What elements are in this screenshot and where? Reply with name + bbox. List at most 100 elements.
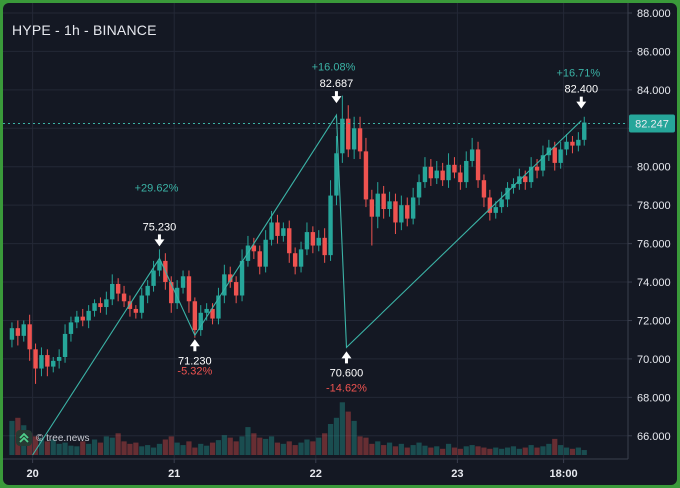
y-tick-label: 84.000 <box>637 85 671 97</box>
double-chevron-up-icon <box>16 430 32 446</box>
pivot-label: 75.230 <box>143 221 177 233</box>
volume-bar <box>475 446 481 455</box>
candle <box>322 237 327 256</box>
candle <box>552 147 557 163</box>
candle <box>145 285 150 296</box>
pivot: 70.600 <box>330 351 363 379</box>
candle <box>287 228 292 254</box>
volume-bar <box>127 443 133 455</box>
volume-bar <box>150 447 157 455</box>
x-tick-label: 23 <box>451 468 463 480</box>
chart-title: HYPE - 1h - BINANCE <box>12 22 157 38</box>
volume-bar <box>38 437 45 455</box>
x-tick-label: 20 <box>26 468 38 480</box>
candle <box>528 166 534 183</box>
percent-annotation: -5.32% <box>177 365 212 377</box>
up-arrow-icon <box>189 339 200 352</box>
candle <box>505 187 510 200</box>
volume-bar <box>345 411 351 455</box>
candle <box>576 139 581 146</box>
candle <box>204 308 209 313</box>
y-tick-label: 70.000 <box>637 354 671 366</box>
zigzag-line <box>32 113 582 456</box>
volume-bar <box>434 446 440 455</box>
candle <box>558 149 563 163</box>
volume-bar <box>558 445 564 455</box>
candle <box>233 282 239 296</box>
volume-bar <box>9 420 15 455</box>
pivot: 71.230 <box>178 339 212 367</box>
candle <box>222 274 227 296</box>
volume-bar <box>534 447 540 455</box>
candle <box>440 170 445 181</box>
volume-bar <box>274 442 281 455</box>
volume-bar <box>221 435 227 455</box>
volume-bar <box>74 446 80 455</box>
pivot-label: 82.687 <box>320 78 354 90</box>
candle <box>405 205 410 219</box>
candle <box>198 312 203 331</box>
pivot: 82.687 <box>320 78 354 104</box>
volume-bar <box>457 448 463 455</box>
candle <box>346 118 351 150</box>
x-tick-label: 18:00 <box>550 468 578 480</box>
volume-bar <box>440 448 446 455</box>
candle <box>27 324 32 350</box>
y-tick-label: 88.000 <box>637 8 671 20</box>
volume-bar <box>280 443 286 455</box>
volume-bar <box>62 442 68 455</box>
volume-bar <box>381 445 387 455</box>
down-arrow-icon <box>154 234 165 247</box>
pivot-label: 71.230 <box>178 355 212 367</box>
candle <box>310 232 316 246</box>
volume-bar <box>227 437 233 455</box>
volume-bar <box>298 442 304 455</box>
volume-bar <box>56 443 62 455</box>
candle <box>304 232 310 250</box>
candle <box>499 199 504 208</box>
volume-bar <box>192 447 198 455</box>
candle <box>399 205 404 223</box>
candle <box>416 182 422 198</box>
y-tick-label: 78.000 <box>637 200 671 212</box>
volume-bar <box>239 436 245 455</box>
volume-bar <box>174 442 180 455</box>
candle <box>357 128 363 152</box>
volume-bar <box>469 445 475 455</box>
candle <box>540 155 546 171</box>
candle <box>263 239 268 267</box>
percent-annotation: +16.08% <box>312 62 356 74</box>
candle <box>452 164 457 173</box>
volume-bar <box>322 433 328 455</box>
price-tag-label: 82.247 <box>635 119 669 131</box>
candle <box>369 199 375 217</box>
price-chart[interactable]: 75.230 71.230 82.687 70.600 82.400 +29.62% -5… <box>3 3 677 485</box>
volume-bar <box>156 443 163 455</box>
volume-bar <box>215 440 222 455</box>
candle <box>251 245 257 252</box>
volume-bar <box>327 424 334 455</box>
candle <box>39 355 44 369</box>
percent-annotation: -14.62% <box>326 383 367 395</box>
x-tick-label: 22 <box>310 468 322 480</box>
candle <box>80 316 85 321</box>
candle <box>51 360 56 367</box>
candle <box>481 180 487 198</box>
chart-panel: 75.230 71.230 82.687 70.600 82.400 +29.62% -5… <box>3 3 677 485</box>
candle <box>74 316 80 323</box>
candle <box>422 166 428 183</box>
candle <box>564 141 569 150</box>
candle <box>216 295 221 319</box>
price-tag <box>629 114 675 133</box>
volume-bar <box>398 443 404 455</box>
volume-bar <box>198 443 204 455</box>
volume-bar <box>375 441 381 455</box>
y-tick-label: 66.000 <box>637 431 671 443</box>
candle <box>133 308 139 313</box>
volume-bar <box>209 442 216 455</box>
volume-bar <box>115 433 121 455</box>
candle <box>210 308 215 319</box>
volume-bar <box>569 448 576 455</box>
percent-annotations: +29.62% -5.32% +16.08% -14.62% +16.71% <box>135 62 601 395</box>
volume-bar <box>139 446 145 455</box>
